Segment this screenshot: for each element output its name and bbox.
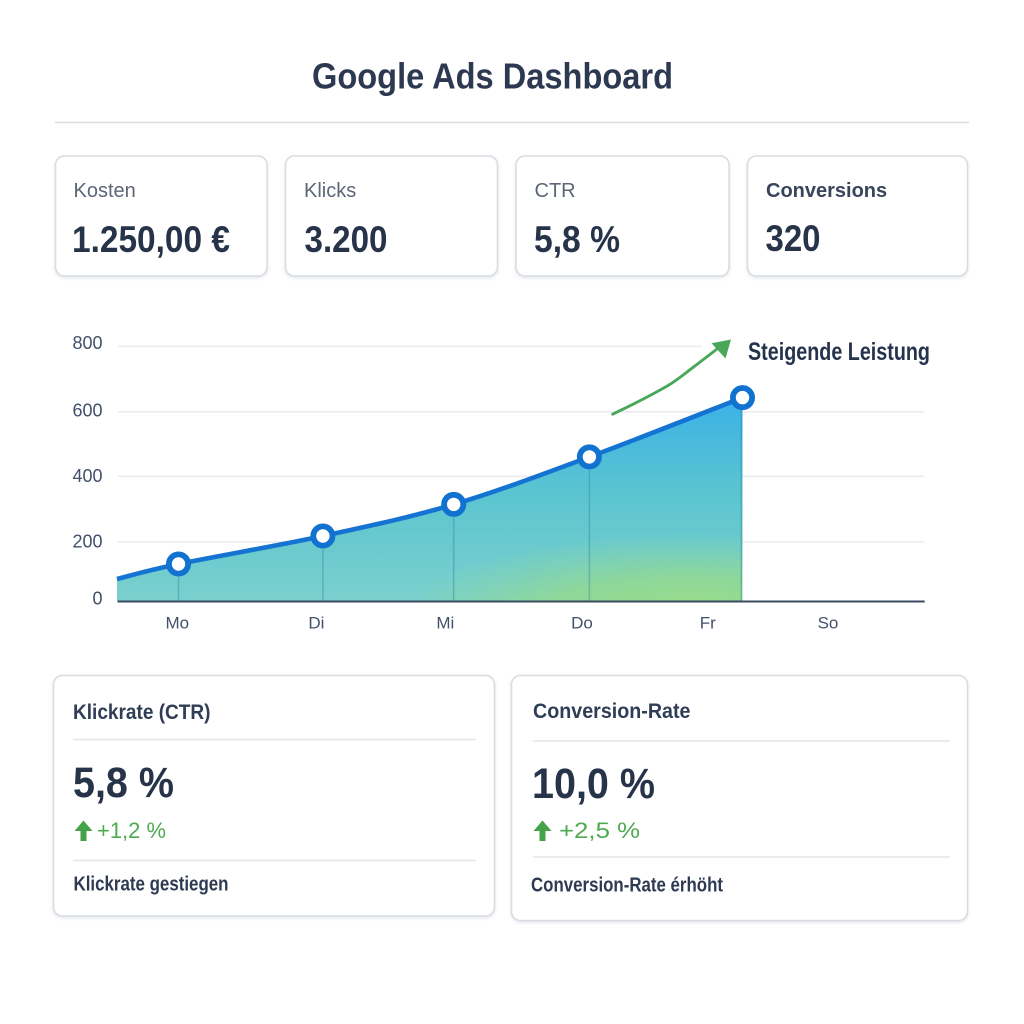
svg-text:Mi: Mi (436, 613, 454, 632)
svg-text:10,0 %: 10,0 % (532, 760, 655, 808)
svg-text:Google Ads Dashboard: Google Ads Dashboard (312, 56, 673, 97)
svg-text:Conversions: Conversions (766, 180, 887, 202)
svg-text:So: So (818, 613, 839, 632)
svg-text:3.200: 3.200 (305, 219, 388, 260)
svg-text:+2,5 %: +2,5 % (559, 818, 640, 843)
svg-text:Kosten: Kosten (74, 180, 136, 202)
svg-text:0: 0 (92, 589, 102, 609)
svg-text:Di: Di (308, 613, 324, 632)
svg-text:Klickrate gestiegen: Klickrate gestiegen (74, 874, 229, 896)
svg-text:CTR: CTR (535, 180, 576, 202)
svg-text:Mo: Mo (165, 613, 189, 632)
svg-text:5,8 %: 5,8 % (534, 219, 620, 260)
svg-text:1.250,00 €: 1.250,00 € (72, 219, 230, 260)
svg-text:Klicks: Klicks (304, 180, 356, 202)
svg-text:Do: Do (571, 613, 593, 632)
svg-text:Steigende Leistung: Steigende Leistung (748, 338, 930, 366)
svg-text:600: 600 (72, 401, 102, 421)
svg-text:Fr: Fr (700, 613, 716, 632)
svg-text:Conversion-Rate érhöht: Conversion-Rate érhöht (531, 875, 723, 897)
svg-text:5,8 %: 5,8 % (73, 759, 174, 807)
svg-text:Conversion-Rate: Conversion-Rate (533, 700, 691, 723)
svg-text:400: 400 (72, 466, 102, 486)
svg-text:Klickrate (CTR): Klickrate (CTR) (73, 701, 211, 724)
svg-text:+1,2 %: +1,2 % (97, 818, 166, 843)
svg-text:200: 200 (72, 531, 102, 551)
svg-text:800: 800 (72, 333, 102, 353)
svg-text:320: 320 (766, 218, 821, 259)
